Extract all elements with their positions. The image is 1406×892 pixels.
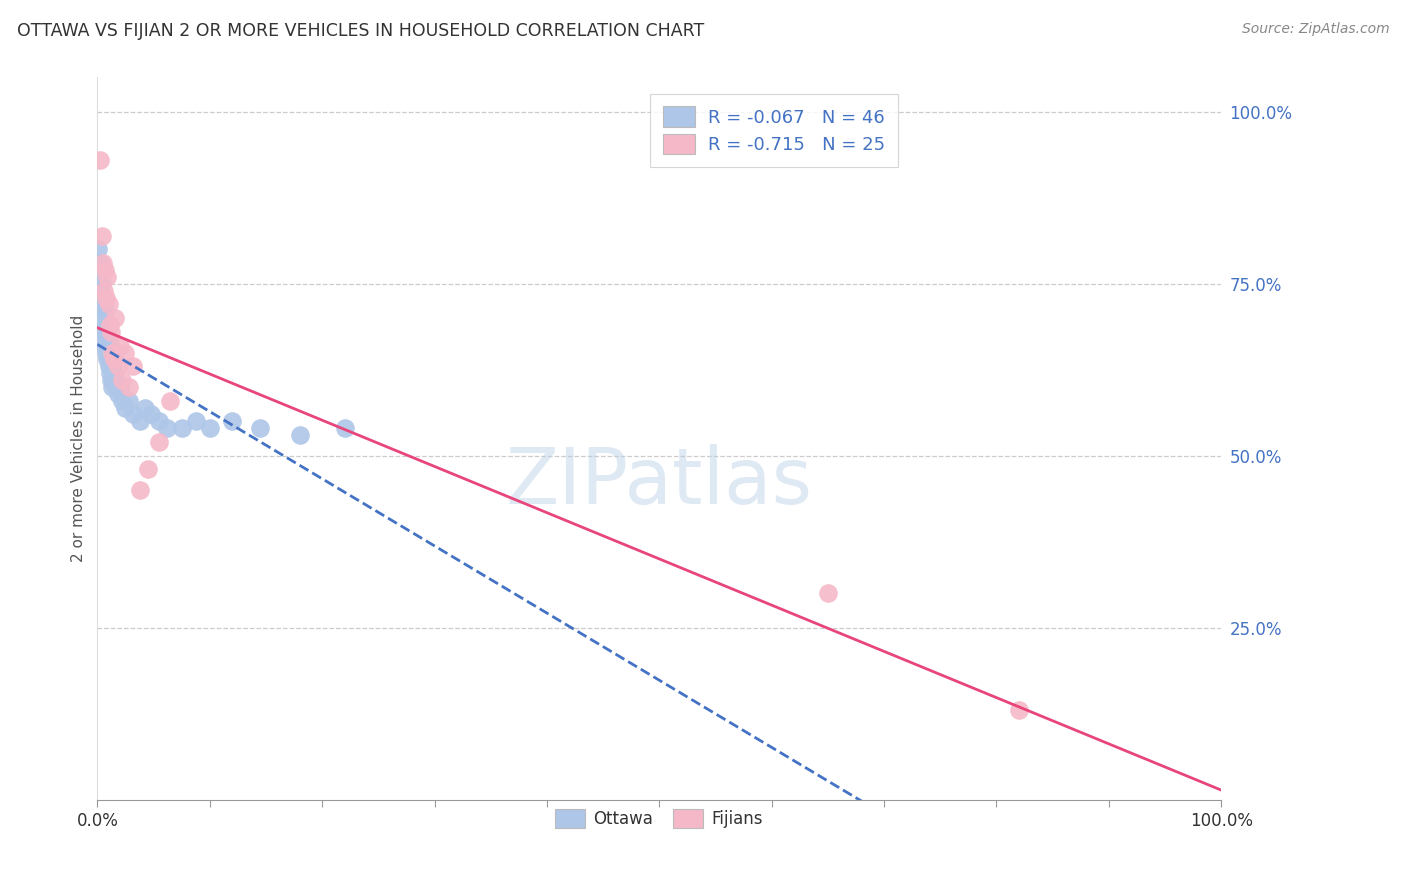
- Point: [96, 318, 118, 332]
- Point: [97, 297, 120, 311]
- Point: [104, 311, 127, 326]
- Point: [156, 421, 179, 435]
- Point: [114, 345, 136, 359]
- Point: [107, 359, 129, 374]
- Point: [90, 297, 112, 311]
- Point: [90, 311, 112, 326]
- Point: [288, 428, 311, 442]
- Point: [91, 256, 114, 270]
- Point: [100, 345, 122, 359]
- Point: [90, 277, 112, 291]
- Point: [159, 393, 181, 408]
- Point: [101, 380, 124, 394]
- Point: [90, 228, 112, 243]
- Point: [221, 414, 243, 428]
- Point: [100, 373, 122, 387]
- Text: OTTAWA VS FIJIAN 2 OR MORE VEHICLES IN HOUSEHOLD CORRELATION CHART: OTTAWA VS FIJIAN 2 OR MORE VEHICLES IN H…: [17, 22, 704, 40]
- Point: [108, 338, 131, 352]
- Point: [118, 393, 141, 408]
- Point: [93, 297, 115, 311]
- Point: [103, 366, 125, 380]
- Point: [817, 586, 839, 600]
- Point: [98, 338, 121, 352]
- Point: [94, 304, 117, 318]
- Point: [91, 291, 114, 305]
- Point: [141, 408, 163, 422]
- Point: [96, 345, 118, 359]
- Point: [114, 401, 136, 415]
- Point: [122, 359, 145, 374]
- Point: [89, 256, 111, 270]
- Text: Source: ZipAtlas.com: Source: ZipAtlas.com: [1241, 22, 1389, 37]
- Point: [87, 243, 110, 257]
- Point: [134, 401, 156, 415]
- Point: [148, 434, 170, 449]
- Point: [170, 421, 193, 435]
- Point: [122, 408, 145, 422]
- Point: [96, 269, 118, 284]
- Point: [249, 421, 271, 435]
- Point: [118, 380, 141, 394]
- Point: [198, 421, 221, 435]
- Point: [1008, 703, 1031, 717]
- Point: [91, 325, 114, 339]
- Point: [101, 345, 124, 359]
- Point: [129, 483, 152, 497]
- Point: [94, 263, 117, 277]
- Legend: Ottawa, Fijians: Ottawa, Fijians: [548, 802, 770, 835]
- Point: [129, 414, 152, 428]
- Point: [111, 373, 134, 387]
- Point: [96, 325, 118, 339]
- Point: [108, 380, 131, 394]
- Point: [93, 332, 115, 346]
- Point: [104, 373, 127, 387]
- Point: [94, 338, 117, 352]
- Point: [90, 269, 112, 284]
- Point: [103, 352, 125, 367]
- Point: [186, 414, 208, 428]
- Point: [333, 421, 356, 435]
- Point: [101, 359, 124, 374]
- Point: [105, 380, 128, 394]
- Point: [93, 284, 115, 298]
- Point: [97, 332, 120, 346]
- Text: ZIPatlas: ZIPatlas: [506, 444, 813, 520]
- Point: [98, 318, 121, 332]
- Point: [107, 386, 129, 401]
- Point: [136, 462, 159, 476]
- Point: [97, 359, 120, 374]
- Point: [96, 291, 118, 305]
- Y-axis label: 2 or more Vehicles in Household: 2 or more Vehicles in Household: [72, 315, 86, 562]
- Point: [89, 153, 111, 167]
- Point: [98, 366, 121, 380]
- Point: [101, 352, 124, 367]
- Point: [100, 325, 122, 339]
- Point: [148, 414, 170, 428]
- Point: [96, 352, 118, 367]
- Point: [111, 393, 134, 408]
